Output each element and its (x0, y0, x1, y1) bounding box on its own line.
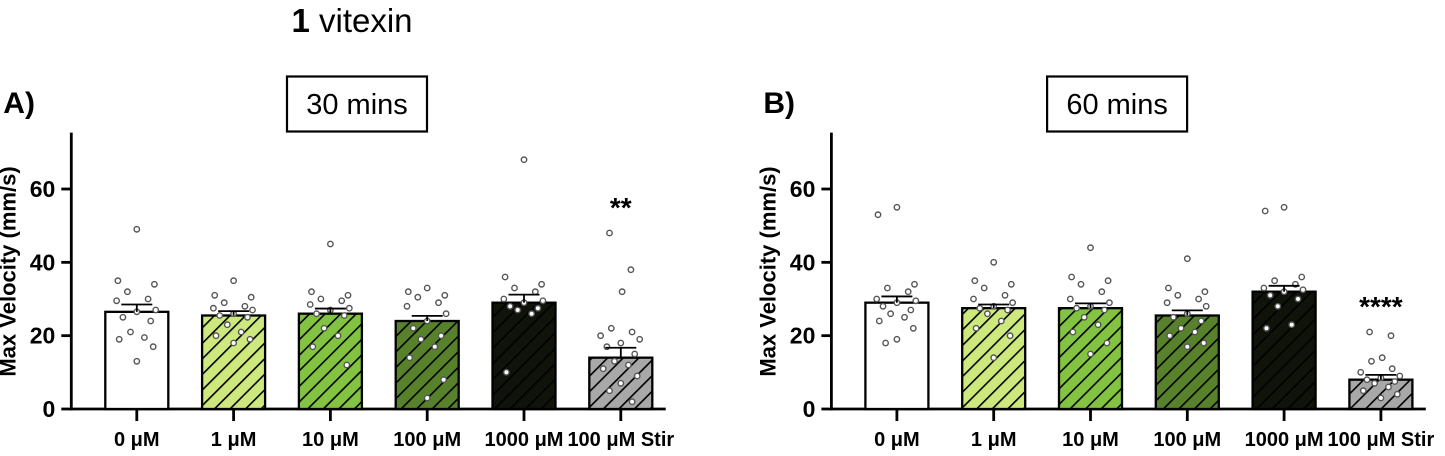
svg-text:1 μM: 1 μM (971, 429, 1017, 451)
svg-text:**: ** (610, 192, 632, 223)
svg-text:40: 40 (30, 249, 56, 275)
svg-text:20: 20 (30, 323, 56, 349)
svg-text:100 μM Stir: 100 μM Stir (1328, 429, 1435, 451)
svg-text:100 μM Stir: 100 μM Stir (567, 429, 674, 451)
svg-text:Max Velocity (mm/s): Max Velocity (mm/s) (0, 166, 20, 376)
svg-text:1 vitexin: 1 vitexin (291, 2, 412, 39)
svg-text:0 μM: 0 μM (114, 429, 160, 451)
svg-text:1 μM: 1 μM (211, 429, 257, 451)
svg-text:0: 0 (43, 396, 56, 422)
svg-text:B): B) (763, 87, 795, 120)
svg-text:20: 20 (790, 323, 816, 349)
svg-text:10 μM: 10 μM (302, 429, 359, 451)
svg-text:40: 40 (790, 249, 816, 275)
svg-text:30 mins: 30 mins (306, 89, 408, 121)
svg-text:Max Velocity (mm/s): Max Velocity (mm/s) (755, 166, 780, 376)
svg-text:0: 0 (803, 396, 816, 422)
svg-text:60: 60 (30, 176, 56, 202)
svg-text:60 mins: 60 mins (1066, 89, 1168, 121)
svg-text:1000 μM: 1000 μM (1245, 429, 1324, 451)
svg-text:1000 μM: 1000 μM (485, 429, 564, 451)
svg-text:****: **** (1359, 291, 1403, 322)
svg-text:100 μM: 100 μM (1153, 429, 1221, 451)
svg-text:10 μM: 10 μM (1062, 429, 1119, 451)
svg-text:100 μM: 100 μM (393, 429, 461, 451)
svg-text:60: 60 (790, 176, 816, 202)
svg-text:0 μM: 0 μM (874, 429, 920, 451)
svg-text:A): A) (3, 87, 35, 120)
